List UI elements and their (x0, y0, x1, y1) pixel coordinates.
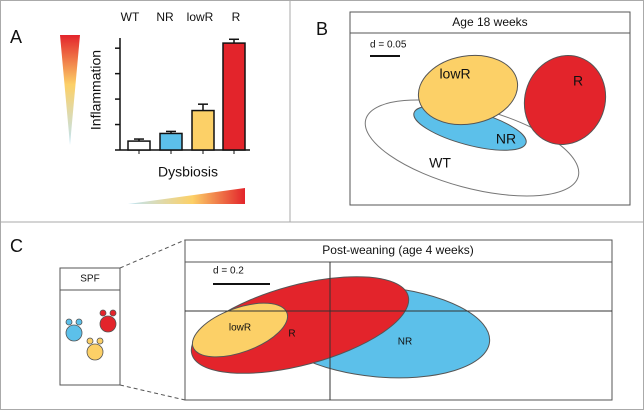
group-label: WT (429, 155, 451, 171)
bar (159, 132, 183, 151)
mice (65, 309, 117, 361)
ellipse (191, 302, 289, 358)
panel-label: B (316, 19, 328, 39)
panel-label: C (10, 236, 23, 256)
gradient-wedge (128, 188, 245, 204)
plot-box (184, 239, 613, 401)
group-label: R (573, 73, 583, 89)
group-label: NR (398, 337, 412, 348)
category-label: R (232, 10, 241, 24)
scale-label: d = 0.05 (370, 40, 407, 51)
plot-title: Age 18 weeks (452, 15, 527, 29)
bar (222, 42, 246, 151)
plot-box (349, 11, 631, 206)
group-label: lowR (229, 323, 251, 334)
panel-label: A (10, 27, 22, 47)
ellipse (523, 55, 607, 145)
zoom-line (119, 384, 186, 401)
group-label: lowR (439, 66, 470, 82)
zoom-line (119, 239, 186, 269)
group-label: R (288, 329, 295, 340)
scale-label: d = 0.2 (213, 266, 244, 277)
gradient-wedge (60, 35, 80, 145)
bar (127, 140, 151, 151)
group-label: NR (496, 131, 516, 147)
category-label: WT (121, 10, 140, 24)
x-axis-label: Dysbiosis (158, 164, 218, 180)
plot-title: Post-weaning (age 4 weeks) (322, 243, 473, 257)
bar (191, 109, 215, 151)
category-label: lowR (187, 10, 214, 24)
inset-title: SPF (80, 274, 99, 285)
y-axis-label: Inflammation (88, 50, 104, 130)
category-label: NR (156, 10, 174, 24)
ellipse (417, 54, 519, 126)
